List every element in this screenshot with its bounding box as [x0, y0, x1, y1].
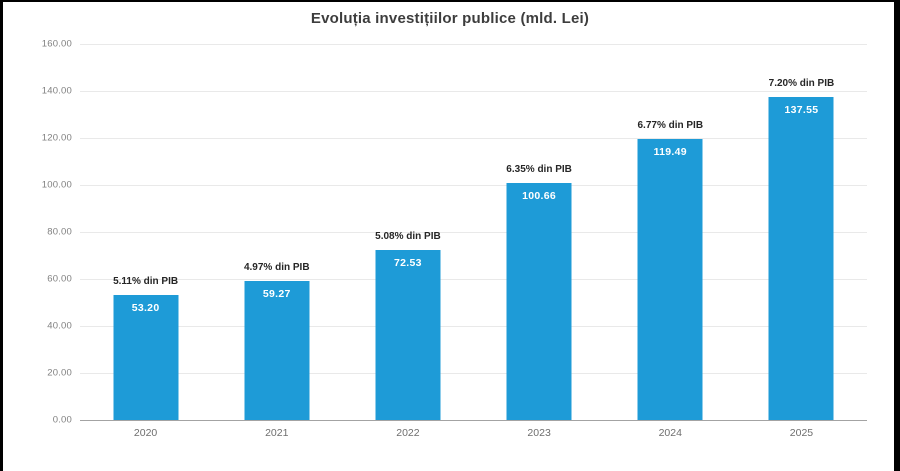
pct-din-pib-label: 5.11% din PIB [113, 275, 179, 287]
y-tick-label: 60.00 [47, 273, 72, 285]
frame-top-edge [0, 0, 900, 2]
gridline [80, 325, 867, 327]
pct-din-pib-label: 4.97% din PIB [243, 261, 310, 273]
gridline [80, 231, 867, 233]
gridline [80, 137, 867, 139]
y-tick-label: 80.00 [47, 226, 72, 238]
frame-right-edge [894, 0, 900, 471]
chart-title: Evoluția investițiilor publice (mld. Lei… [310, 10, 590, 27]
pct-din-pib-label: 6.35% din PIB [506, 164, 572, 176]
bar-2023: 100.66 [506, 183, 572, 420]
bar-column-2025: 137.55 7.20% din PIB [736, 44, 867, 420]
gridline [80, 90, 867, 92]
y-tick-label: 140.00 [41, 85, 72, 97]
bar-column-2020: 53.20 5.11% din PIB [80, 44, 211, 420]
pct-din-pib-label: 6.77% din PIB [637, 120, 704, 132]
y-tick-label: 0.00 [52, 414, 72, 426]
bar-value-label: 100.66 [522, 190, 557, 203]
x-tick-label-2025: 2025 [789, 427, 814, 439]
bar-column-2021: 59.27 4.97% din PIB [211, 44, 342, 420]
bar-value-label: 53.20 [131, 301, 160, 314]
gridline [80, 278, 867, 280]
gridline [80, 43, 867, 45]
x-axis-line [80, 419, 867, 421]
plot-area: 53.20 5.11% din PIB 59.27 4.97% din PIB 72.5… [80, 43, 867, 421]
bar-value-label: 72.53 [394, 256, 422, 269]
y-tick-label: 120.00 [41, 132, 72, 144]
x-tick-label-2023: 2023 [527, 427, 551, 439]
bar-2025: 137.55 [768, 96, 834, 420]
bar-value-label: 119.49 [653, 146, 687, 159]
gridline [80, 184, 867, 186]
y-tick-label: 20.00 [47, 367, 72, 379]
bar-column-2022: 72.53 5.08% din PIB [342, 44, 473, 420]
y-tick-label: 160.00 [41, 38, 72, 50]
bar-column-2023: 100.66 6.35% din PIB [474, 44, 605, 420]
bar-column-2024: 119.49 6.77% din PIB [605, 44, 736, 420]
x-tick-label-2024: 2024 [658, 427, 682, 439]
bar-2020: 53.20 [113, 294, 179, 420]
y-tick-label: 40.00 [47, 320, 72, 332]
bar-2021: 59.27 [244, 280, 310, 420]
pct-din-pib-label: 5.08% din PIB [375, 230, 441, 242]
x-tick-label-2022: 2022 [396, 427, 420, 439]
frame-left-edge [0, 0, 3, 471]
bar-2024: 119.49 [637, 139, 703, 420]
bar-2022: 72.53 [375, 249, 441, 420]
bars-layer: 53.20 5.11% din PIB 59.27 4.97% din PIB 72.5… [80, 44, 867, 420]
gridline [80, 372, 867, 374]
y-tick-label: 100.00 [41, 179, 72, 191]
bar-value-label: 137.55 [784, 103, 819, 116]
x-tick-label-2021: 2021 [265, 427, 289, 439]
bar-value-label: 59.27 [262, 287, 291, 300]
y-axis: 160.00 140.00 120.00 100.00 80.00 60.00 40.00 2… [0, 39, 72, 426]
x-tick-label-2020: 2020 [133, 427, 158, 439]
pct-din-pib-label: 7.20% din PIB [768, 77, 835, 89]
x-axis: 2020 2021 2022 2023 2024 2025 [80, 427, 867, 439]
